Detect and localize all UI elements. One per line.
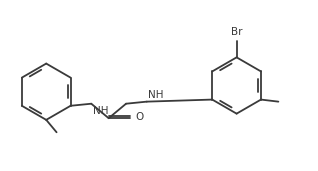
Text: NH: NH <box>93 106 108 116</box>
Text: NH: NH <box>148 90 163 100</box>
Text: O: O <box>135 112 144 122</box>
Text: Br: Br <box>231 27 242 37</box>
